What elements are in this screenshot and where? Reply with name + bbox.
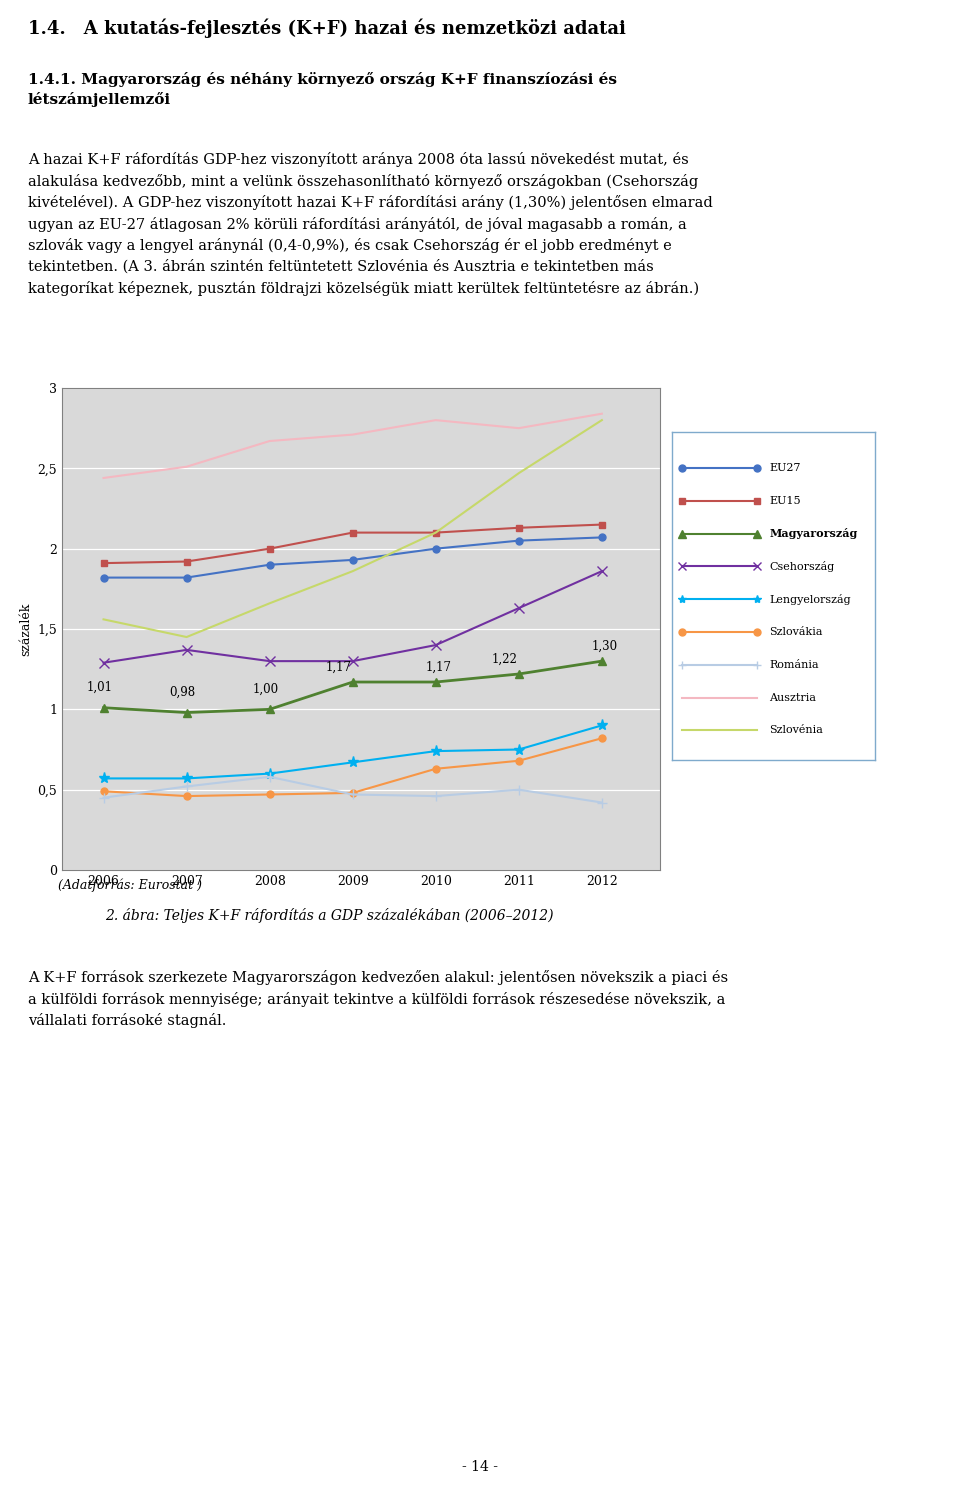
Text: 1,17: 1,17 — [325, 661, 351, 674]
Text: - 14 -: - 14 - — [462, 1461, 498, 1474]
Text: A K+F források szerkezete Magyarországon kedvezően alakul: jelentősen növekszik : A K+F források szerkezete Magyarországon… — [28, 970, 728, 1029]
Text: Ausztria: Ausztria — [769, 692, 816, 703]
Text: 1,30: 1,30 — [591, 640, 617, 653]
Text: 1,00: 1,00 — [252, 683, 278, 695]
Text: Lengyelország: Lengyelország — [769, 594, 852, 605]
Y-axis label: százalék: százalék — [19, 602, 32, 656]
Text: EU27: EU27 — [769, 463, 801, 472]
Text: 1,22: 1,22 — [492, 653, 517, 665]
Text: EU15: EU15 — [769, 496, 801, 505]
Text: A hazai K+F ráfordítás GDP-hez viszonyított aránya 2008 óta lassú növekedést mut: A hazai K+F ráfordítás GDP-hez viszonyít… — [28, 152, 712, 296]
Text: Románia: Románia — [769, 659, 819, 670]
Text: 1,01: 1,01 — [86, 682, 112, 694]
Text: 0,98: 0,98 — [169, 686, 196, 698]
Text: 1.4. A kutatás-fejlesztés (K+F) hazai és nemzetközi adatai: 1.4. A kutatás-fejlesztés (K+F) hazai és… — [28, 18, 626, 37]
Text: Szlovákia: Szlovákia — [769, 626, 823, 637]
Text: Szlovénia: Szlovénia — [769, 725, 824, 736]
Text: 1.4.1. Magyarország és néhány környező ország K+F finanszíozási és
létszámjellem: 1.4.1. Magyarország és néhány környező o… — [28, 72, 617, 106]
Text: Magyarország: Magyarország — [769, 528, 858, 540]
Text: Csehország: Csehország — [769, 561, 834, 573]
Text: 1,17: 1,17 — [425, 661, 451, 674]
Text: 2. ábra: Teljes K+F ráfordítás a GDP százalékában (2006–2012): 2. ábra: Teljes K+F ráfordítás a GDP szá… — [105, 907, 554, 922]
Text: (Adatforrás: Eurostat ): (Adatforrás: Eurostat ) — [58, 878, 202, 891]
